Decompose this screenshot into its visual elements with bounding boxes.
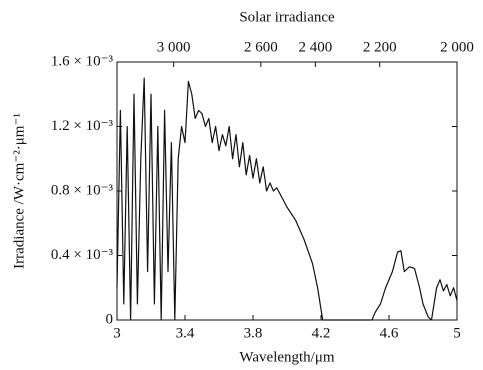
data-line: [116, 77, 458, 321]
y-tick-label: 1.6 × 10⁻³: [51, 53, 114, 69]
y-tick-label: 1.2 × 10⁻³: [51, 118, 114, 134]
x2-tick-label: 2 200: [363, 39, 397, 55]
x2-tick-label: 2 600: [244, 39, 278, 55]
x-axis-label: Wavelength/μm: [239, 349, 334, 365]
x-tick-label: 4.6: [380, 325, 399, 341]
x-tick-label: 3: [113, 325, 121, 341]
x-tick-label: 3.4: [176, 325, 195, 341]
y-tick-label: 0.4 × 10⁻³: [51, 247, 114, 263]
plot-frame: [116, 61, 458, 321]
x2-tick-label: 2 000: [440, 39, 474, 55]
x2-tick-label: 3 000: [157, 39, 191, 55]
y-tick-label: 0: [106, 311, 114, 327]
x-tick-label: 3.8: [244, 325, 263, 341]
x-tick-label: 5: [453, 325, 461, 341]
x2-tick-label: 2 400: [298, 39, 332, 55]
y-tick-label: 0.8 × 10⁻³: [51, 182, 114, 198]
x-tick-label: 4.2: [312, 325, 331, 341]
top-axis-title: Solar irradiance: [239, 9, 335, 25]
y-axis-label: Irradiance /W·cm⁻²·μm⁻¹: [11, 113, 27, 269]
